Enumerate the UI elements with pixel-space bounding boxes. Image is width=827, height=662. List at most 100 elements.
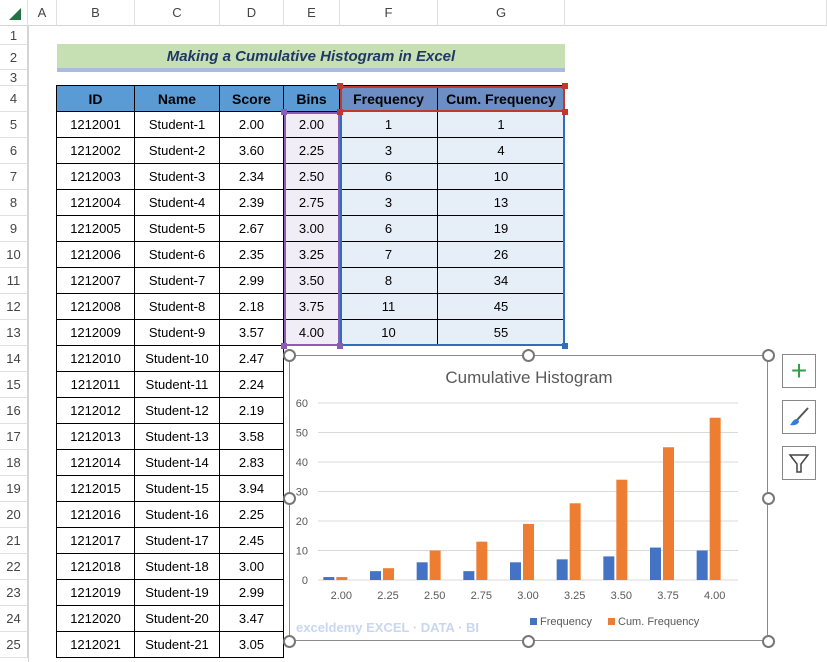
- table-cell[interactable]: Student-1: [134, 111, 220, 138]
- row-header-7[interactable]: 7: [0, 164, 28, 190]
- table-cell[interactable]: 2.83: [219, 449, 284, 476]
- table-cell[interactable]: 2.47: [219, 345, 284, 372]
- range-handle[interactable]: [281, 109, 287, 115]
- frequency-cell[interactable]: 3: [339, 189, 438, 216]
- row-header-4[interactable]: 4: [0, 86, 28, 112]
- column-header-C[interactable]: C: [135, 0, 220, 26]
- frequency-cell[interactable]: 45: [437, 293, 565, 320]
- table-cell[interactable]: 1212019: [56, 579, 135, 606]
- table-cell[interactable]: 2.18: [219, 293, 284, 320]
- table-cell[interactable]: Student-10: [134, 345, 220, 372]
- table-header-cell[interactable]: Bins: [283, 85, 340, 112]
- table-cell[interactable]: 2.39: [219, 189, 284, 216]
- bin-cell[interactable]: 3.50: [283, 267, 340, 294]
- range-handle[interactable]: [562, 343, 568, 349]
- row-header-19[interactable]: 19: [0, 476, 28, 502]
- table-cell[interactable]: 2.35: [219, 241, 284, 268]
- table-cell[interactable]: Student-13: [134, 423, 220, 450]
- table-cell[interactable]: 3.94: [219, 475, 284, 502]
- range-handle[interactable]: [337, 109, 343, 115]
- chart[interactable]: Cumulative Histogram 0 10 20 30 40 50 60 2.00 2.2…: [289, 355, 768, 641]
- row-header-16[interactable]: 16: [0, 398, 28, 424]
- table-cell[interactable]: 2.19: [219, 397, 284, 424]
- range-handle[interactable]: [562, 109, 568, 115]
- table-cell[interactable]: 1212010: [56, 345, 135, 372]
- row-header-25[interactable]: 25: [0, 632, 28, 658]
- table-cell[interactable]: 1212011: [56, 371, 135, 398]
- row-header-14[interactable]: 14: [0, 346, 28, 372]
- bin-cell[interactable]: 2.50: [283, 163, 340, 190]
- bin-cell[interactable]: 4.00: [283, 319, 340, 346]
- row-header-3[interactable]: 3: [0, 70, 28, 86]
- row-header-13[interactable]: 13: [0, 320, 28, 346]
- table-cell[interactable]: Student-5: [134, 215, 220, 242]
- row-header-11[interactable]: 11: [0, 268, 28, 294]
- table-cell[interactable]: 2.24: [219, 371, 284, 398]
- row-header-22[interactable]: 22: [0, 554, 28, 580]
- table-cell[interactable]: 2.34: [219, 163, 284, 190]
- row-header-1[interactable]: 1: [0, 26, 28, 45]
- table-cell[interactable]: 1212016: [56, 501, 135, 528]
- row-header-20[interactable]: 20: [0, 502, 28, 528]
- row-header-12[interactable]: 12: [0, 294, 28, 320]
- table-cell[interactable]: Student-20: [134, 605, 220, 632]
- table-cell[interactable]: 1212004: [56, 189, 135, 216]
- select-all-corner[interactable]: [0, 0, 28, 26]
- table-cell[interactable]: 3.58: [219, 423, 284, 450]
- row-header-5[interactable]: 5: [0, 112, 28, 138]
- column-header-A[interactable]: A: [28, 0, 57, 26]
- row-header-21[interactable]: 21: [0, 528, 28, 554]
- table-cell[interactable]: 1212013: [56, 423, 135, 450]
- bin-cell[interactable]: 3.75: [283, 293, 340, 320]
- table-cell[interactable]: 1212001: [56, 111, 135, 138]
- table-cell[interactable]: 1212018: [56, 553, 135, 580]
- table-cell[interactable]: 1212020: [56, 605, 135, 632]
- frequency-cell[interactable]: 55: [437, 319, 565, 346]
- table-cell[interactable]: 3.00: [219, 553, 284, 580]
- table-cell[interactable]: 1212008: [56, 293, 135, 320]
- table-cell[interactable]: 1212003: [56, 163, 135, 190]
- table-cell[interactable]: Student-4: [134, 189, 220, 216]
- table-cell[interactable]: Student-18: [134, 553, 220, 580]
- table-cell[interactable]: Student-2: [134, 137, 220, 164]
- table-header-cell[interactable]: Frequency: [339, 85, 438, 112]
- table-cell[interactable]: Student-6: [134, 241, 220, 268]
- chart-resize-handle[interactable]: [522, 635, 535, 648]
- row-header-15[interactable]: 15: [0, 372, 28, 398]
- table-cell[interactable]: 3.05: [219, 631, 284, 658]
- column-header-B[interactable]: B: [57, 0, 135, 26]
- table-cell[interactable]: 1212007: [56, 267, 135, 294]
- chart-styles-button[interactable]: [782, 400, 816, 434]
- bin-cell[interactable]: 3.00: [283, 215, 340, 242]
- table-cell[interactable]: 1212012: [56, 397, 135, 424]
- row-header-10[interactable]: 10: [0, 242, 28, 268]
- chart-resize-handle[interactable]: [283, 492, 296, 505]
- frequency-cell[interactable]: 6: [339, 215, 438, 242]
- table-header-cell[interactable]: Name: [134, 85, 220, 112]
- table-cell[interactable]: Student-3: [134, 163, 220, 190]
- table-cell[interactable]: Student-21: [134, 631, 220, 658]
- table-header-cell[interactable]: ID: [56, 85, 135, 112]
- table-cell[interactable]: 3.47: [219, 605, 284, 632]
- table-cell[interactable]: 1212017: [56, 527, 135, 554]
- range-handle[interactable]: [562, 83, 568, 89]
- table-cell[interactable]: 1212009: [56, 319, 135, 346]
- column-header-F[interactable]: F: [340, 0, 438, 26]
- chart-resize-handle[interactable]: [762, 349, 775, 362]
- chart-elements-button[interactable]: +: [782, 354, 816, 388]
- table-cell[interactable]: Student-11: [134, 371, 220, 398]
- row-header-8[interactable]: 8: [0, 190, 28, 216]
- table-cell[interactable]: 2.25: [219, 501, 284, 528]
- table-cell[interactable]: 2.45: [219, 527, 284, 554]
- table-cell[interactable]: 1212014: [56, 449, 135, 476]
- row-header-18[interactable]: 18: [0, 450, 28, 476]
- table-cell[interactable]: 1212005: [56, 215, 135, 242]
- table-header-cell[interactable]: Cum. Frequency: [437, 85, 565, 112]
- chart-filters-button[interactable]: [782, 446, 816, 480]
- range-handle[interactable]: [281, 343, 287, 349]
- table-cell[interactable]: 1212021: [56, 631, 135, 658]
- row-header-9[interactable]: 9: [0, 216, 28, 242]
- table-cell[interactable]: 2.67: [219, 215, 284, 242]
- chart-resize-handle[interactable]: [283, 635, 296, 648]
- bin-cell[interactable]: 2.00: [283, 111, 340, 138]
